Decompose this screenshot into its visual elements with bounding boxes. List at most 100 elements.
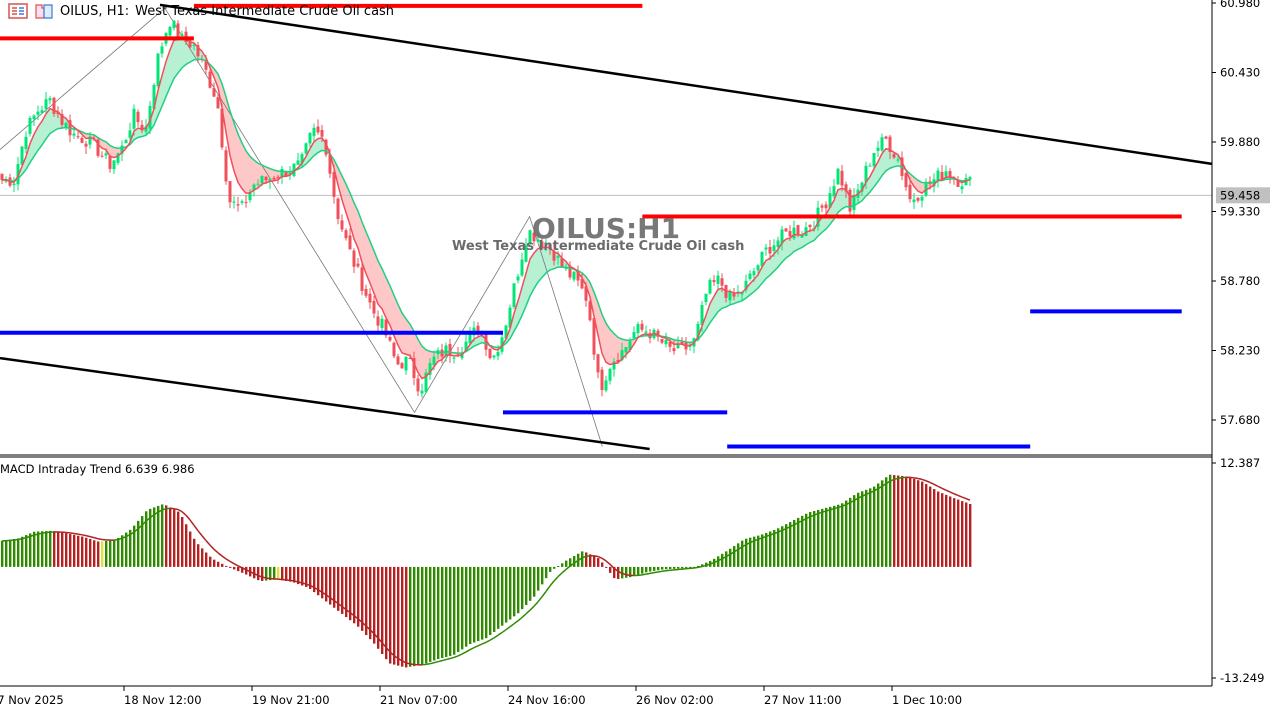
candle-body [52,97,56,114]
macd-bar [245,566,248,575]
macd-signal-segment [341,605,347,611]
macd-bar [125,532,128,567]
candle-body [12,183,16,185]
macd-signal-segment [369,629,375,635]
macd-signal-segment [213,548,219,554]
time-tick-label: 26 Nov 02:00 [636,693,714,707]
macd-bar [841,503,844,567]
candle-body [872,152,876,167]
macd-signal-segment [749,540,755,544]
macd-signal-segment [449,656,455,660]
macd-signal-segment [557,572,563,578]
candle-body [424,372,428,393]
ma-cloud-segment [782,239,786,263]
macd-bar [69,534,72,567]
price-tick-label: 58.780 [1220,274,1260,288]
ma-cloud-segment [614,333,618,364]
candle-body [348,235,352,250]
candle-body [708,279,712,294]
candle-body [268,178,272,182]
ma-cloud-segment [406,318,410,356]
macd-bar [797,517,800,567]
candle-body [384,319,388,336]
macd-bar [553,566,556,569]
candle-body [20,146,24,165]
macd-signal-segment [221,555,227,560]
candle-body [212,88,216,97]
macd-bar [353,566,356,624]
macd-bar [673,566,676,569]
macd-signal-segment [313,586,319,591]
macd-bar [165,505,168,567]
ma-cloud-segment [54,110,58,131]
macd-bar [425,566,428,664]
macd-bar [181,516,184,567]
macd-bar [873,486,876,567]
macd-signal-segment [661,569,667,573]
macd-signal-segment [465,649,471,653]
candle-body [340,220,344,230]
macd-signal-segment [837,505,843,509]
macd-bar [897,475,900,567]
ma-cloud-segment [674,339,678,345]
market-watch-icon[interactable] [8,3,28,19]
macd-signal-segment [653,571,659,574]
macd-signal-segment [693,566,699,569]
macd-bar [21,536,24,567]
macd-signal-segment [501,629,507,634]
ma-cloud-segment [598,302,602,354]
macd-bar [853,495,856,567]
candle-body [432,356,436,365]
ma-cloud-segment [354,202,358,249]
ma-cloud-segment [798,234,802,250]
macd-signal-segment [253,572,259,577]
candle-body [780,229,784,244]
candle-body [156,53,160,87]
macd-bar [793,519,796,567]
ma-cloud-segment [138,128,142,138]
candle-body [596,354,600,373]
candle-body [720,278,724,286]
candle-body [588,301,592,321]
candle-body [756,265,760,271]
chart-window-icon[interactable] [34,3,54,19]
macd-bar [17,538,20,567]
macd-bar [785,524,788,567]
macd-signal-segment [925,480,931,484]
candle-body [360,267,364,291]
macd-signal-segment [857,495,863,500]
macd-bar [85,537,88,567]
macd-bar [485,566,488,639]
macd-bar [405,566,408,668]
macd-bar [557,566,560,568]
candle-body [968,177,972,180]
macd-bar [141,516,144,567]
macd-bar [317,566,320,596]
candle-body [568,265,572,278]
candle-body [772,245,776,252]
macd-bar [109,540,112,567]
candle-body [72,133,76,136]
macd-signal-segment [425,662,431,666]
macd-bar [701,564,704,567]
price-tick-label: 59.880 [1220,135,1260,149]
candle-body [392,342,396,357]
macd-signal-segment [497,631,503,636]
candle-body [892,154,896,158]
candle-body [592,318,596,355]
macd-signal-segment [329,596,335,602]
macd-bar [769,531,772,567]
ma-cloud-segment [342,175,346,213]
watermark-title: OILUS:H1 [532,212,680,245]
candle-body [240,201,244,203]
macd-signal-segment [841,503,847,508]
macd-bar [357,566,360,627]
macd-signal-segment [709,561,715,565]
macd-signal-segment [569,562,575,567]
price-tick-label: 57.680 [1220,413,1260,427]
candle-body [488,348,492,359]
ma-cloud-segment [110,145,114,158]
ma-cloud-segment [594,292,598,335]
macd-signal-segment [597,555,603,559]
